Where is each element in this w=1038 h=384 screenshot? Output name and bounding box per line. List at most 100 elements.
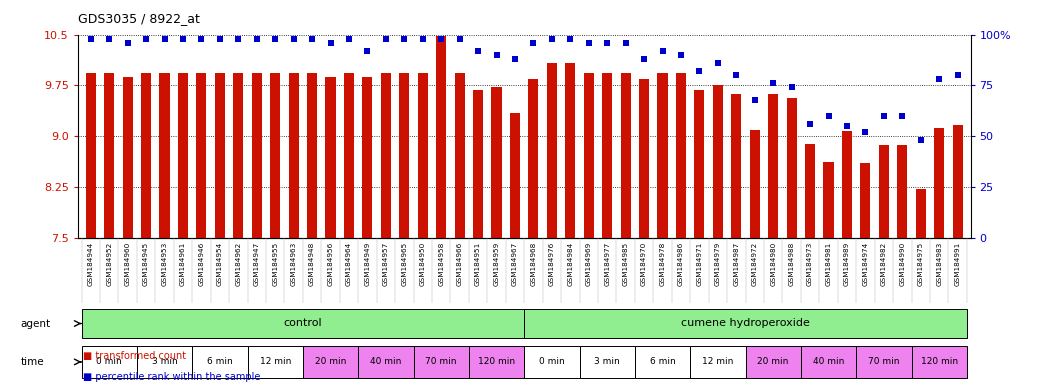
Text: GSM184977: GSM184977 — [604, 242, 610, 286]
Bar — [524, 309, 966, 338]
Bar — [358, 346, 413, 378]
Bar — [82, 346, 137, 378]
Text: 6 min: 6 min — [650, 357, 676, 366]
Bar — [473, 89, 483, 238]
Text: GSM184961: GSM184961 — [180, 242, 186, 286]
Bar — [303, 346, 358, 378]
Point — [82, 36, 99, 42]
Text: 3 min: 3 min — [152, 357, 177, 366]
Bar — [805, 144, 815, 238]
Text: GSM184974: GSM184974 — [863, 242, 869, 286]
Bar — [177, 73, 188, 238]
Text: GSM184991: GSM184991 — [955, 242, 960, 286]
Bar — [953, 125, 962, 238]
Text: GSM184972: GSM184972 — [752, 242, 758, 286]
Bar — [690, 346, 745, 378]
Text: control: control — [283, 318, 322, 328]
Bar — [413, 346, 469, 378]
Bar — [713, 86, 722, 238]
Point — [894, 113, 910, 119]
Point — [157, 36, 173, 42]
Text: GSM184947: GSM184947 — [253, 242, 260, 286]
Text: ■ percentile rank within the sample: ■ percentile rank within the sample — [83, 372, 261, 382]
Text: 3 min: 3 min — [595, 357, 620, 366]
Point — [267, 36, 283, 42]
Bar — [192, 346, 247, 378]
Point — [654, 48, 671, 54]
Bar — [768, 94, 778, 238]
Text: GSM184964: GSM184964 — [346, 242, 352, 286]
Text: 120 min: 120 min — [921, 357, 958, 366]
Point — [470, 48, 487, 54]
Text: GSM184968: GSM184968 — [530, 242, 537, 286]
Point — [378, 36, 394, 42]
Point — [488, 52, 504, 58]
Bar — [547, 63, 557, 238]
Text: GSM184987: GSM184987 — [733, 242, 739, 286]
Point — [931, 76, 948, 83]
Point — [618, 40, 634, 46]
Bar — [602, 73, 612, 238]
Point — [801, 121, 818, 127]
Point — [599, 40, 616, 46]
Text: agent: agent — [21, 318, 51, 329]
Bar — [251, 73, 262, 238]
Text: GSM184976: GSM184976 — [549, 242, 555, 286]
Text: 12 min: 12 min — [702, 357, 734, 366]
Point — [507, 56, 523, 62]
Text: GSM184962: GSM184962 — [236, 242, 241, 286]
Text: GSM184973: GSM184973 — [808, 242, 813, 286]
Bar — [247, 346, 303, 378]
Text: GSM184985: GSM184985 — [623, 242, 629, 286]
Point — [839, 123, 855, 129]
Bar — [141, 73, 152, 238]
Text: GSM184984: GSM184984 — [568, 242, 573, 286]
Point — [635, 56, 652, 62]
Text: GSM184951: GSM184951 — [475, 242, 481, 286]
Text: GSM184954: GSM184954 — [217, 242, 223, 286]
Point — [525, 40, 542, 46]
Text: GSM184981: GSM184981 — [825, 242, 831, 286]
Text: GSM184966: GSM184966 — [457, 242, 463, 286]
Text: GSM184949: GSM184949 — [364, 242, 371, 286]
Text: GDS3035 / 8922_at: GDS3035 / 8922_at — [78, 12, 199, 25]
Bar — [916, 189, 926, 238]
Text: GSM184953: GSM184953 — [162, 242, 167, 286]
Bar — [307, 73, 318, 238]
Text: GSM184980: GSM184980 — [770, 242, 776, 286]
Point — [101, 36, 117, 42]
Text: GSM184975: GSM184975 — [918, 242, 924, 286]
Point — [340, 36, 357, 42]
Point — [304, 36, 321, 42]
Text: GSM184960: GSM184960 — [125, 242, 131, 286]
Bar — [270, 73, 280, 238]
Bar — [122, 77, 133, 238]
Bar — [823, 162, 834, 238]
Text: GSM184988: GSM184988 — [789, 242, 795, 286]
Bar — [635, 346, 690, 378]
Bar — [745, 346, 801, 378]
Point — [728, 72, 744, 78]
Point — [912, 137, 929, 144]
Bar — [801, 346, 856, 378]
Point — [285, 36, 302, 42]
Text: GSM184967: GSM184967 — [512, 242, 518, 286]
Point — [691, 68, 708, 74]
Bar — [524, 346, 579, 378]
Point — [452, 36, 468, 42]
Point — [820, 113, 837, 119]
Text: cumene hydroperoxide: cumene hydroperoxide — [681, 318, 810, 328]
Text: GSM184970: GSM184970 — [641, 242, 647, 286]
Bar — [196, 73, 207, 238]
Point — [562, 36, 578, 42]
Text: 12 min: 12 min — [260, 357, 291, 366]
Bar — [842, 131, 852, 238]
Point — [746, 97, 763, 103]
Bar — [326, 77, 335, 238]
Bar — [579, 346, 635, 378]
Text: 40 min: 40 min — [371, 357, 402, 366]
Text: GSM184965: GSM184965 — [402, 242, 407, 286]
Text: GSM184963: GSM184963 — [291, 242, 297, 286]
Text: GSM184955: GSM184955 — [272, 242, 278, 286]
Bar — [417, 73, 428, 238]
